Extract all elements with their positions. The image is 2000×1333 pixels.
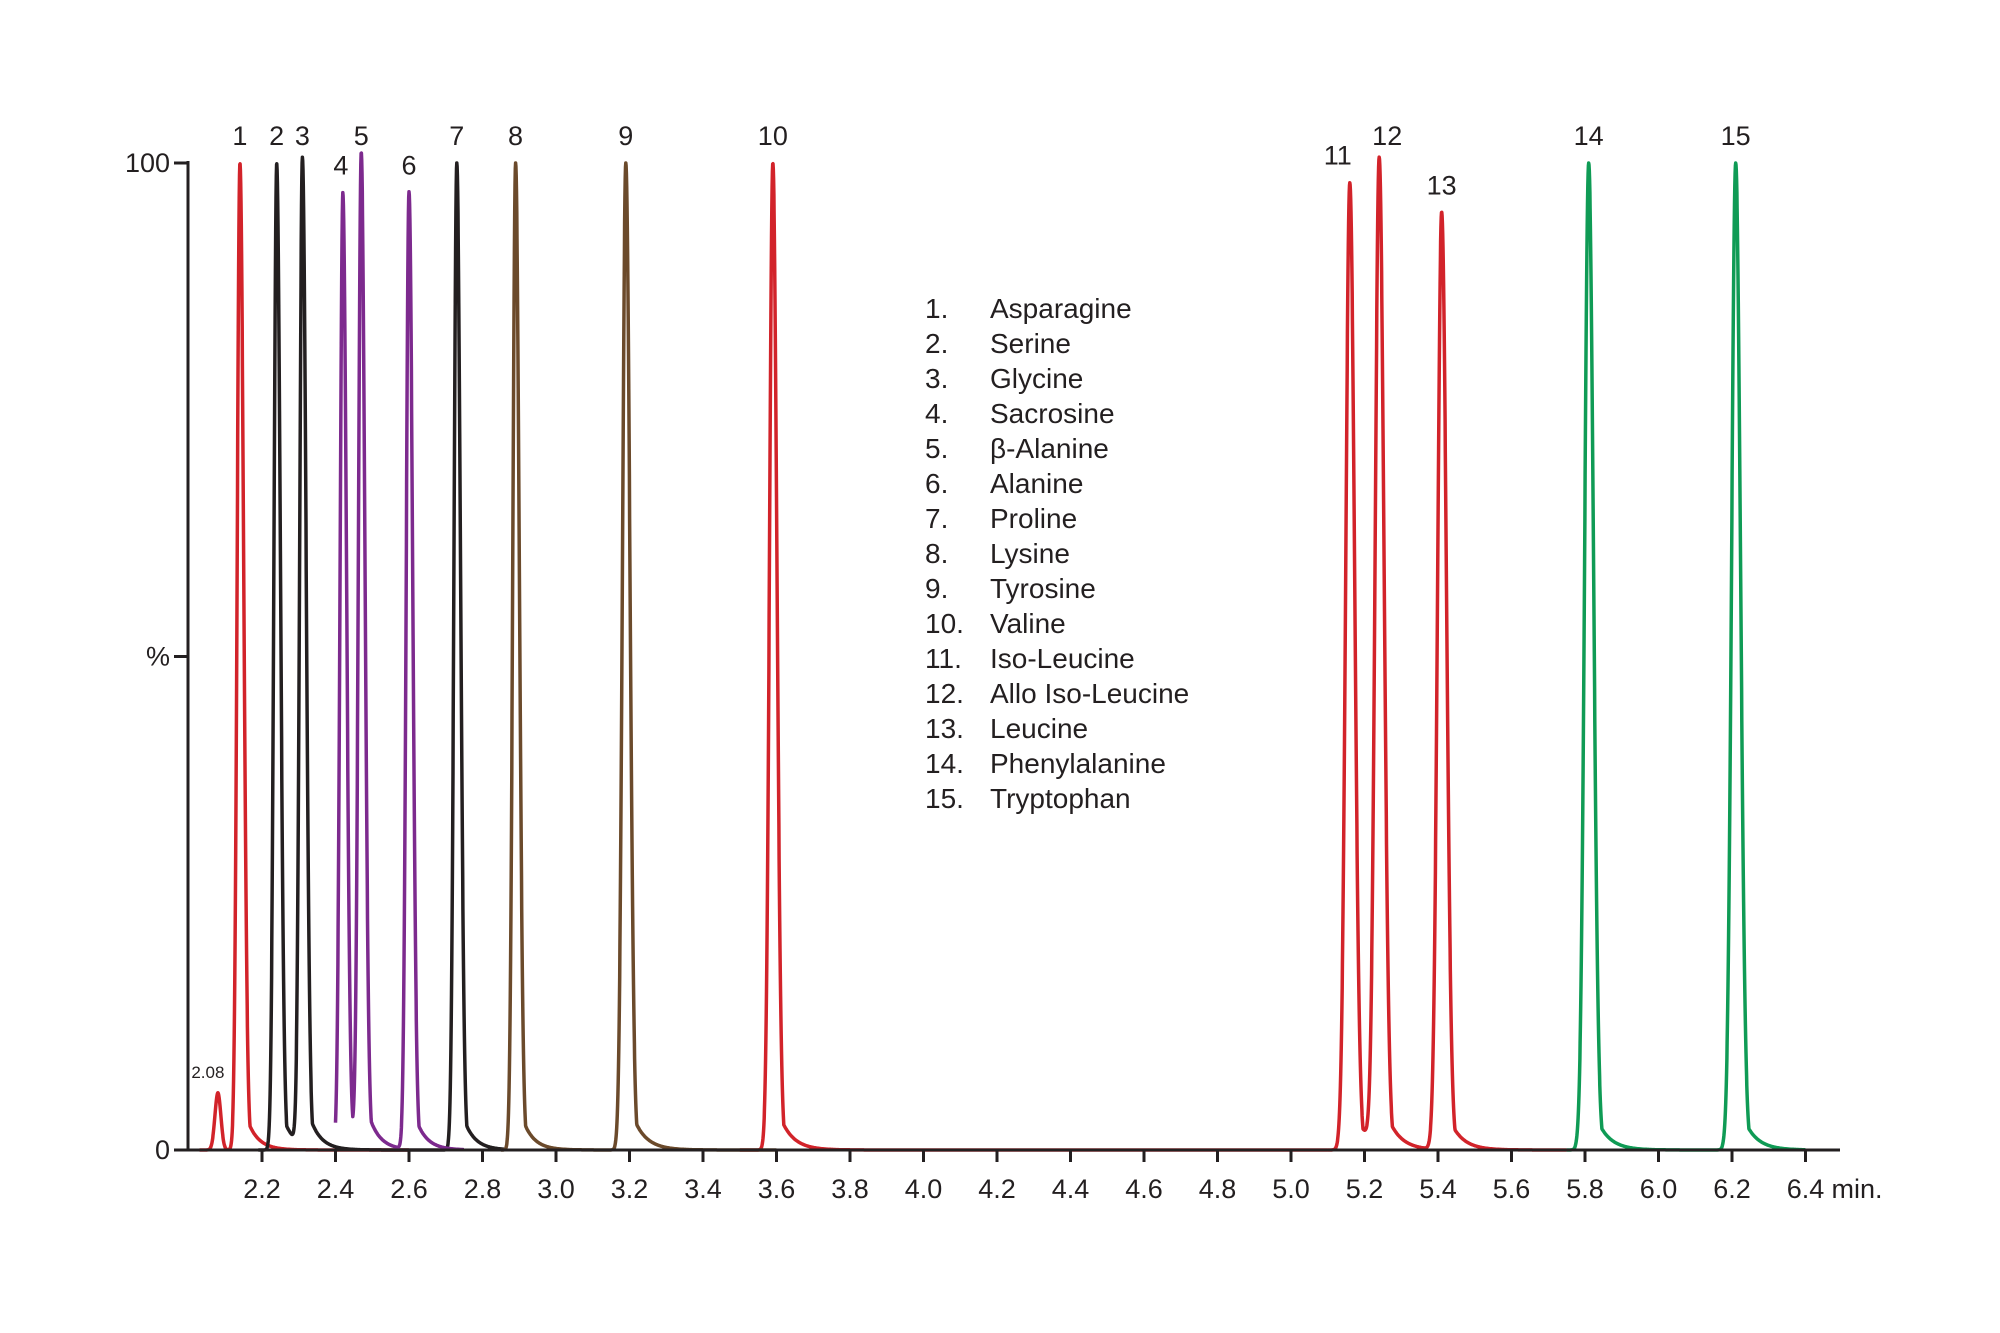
x-tick-label: 2.6 — [390, 1174, 428, 1204]
x-tick-label: 4.6 — [1125, 1174, 1163, 1204]
x-tick-label: 5.8 — [1566, 1174, 1604, 1204]
y-tick-label: 0 — [155, 1135, 170, 1165]
legend-number: 1. — [925, 293, 948, 324]
trace-peaks-11-12-13 — [1326, 155, 1568, 1152]
legend-number: 4. — [925, 398, 948, 429]
peak-label-2: 2 — [269, 121, 284, 151]
legend-number: 10. — [925, 608, 964, 639]
x-tick-label: 4.4 — [1052, 1174, 1090, 1204]
y-tick-label: 100 — [125, 148, 170, 178]
legend-compound-name: Asparagine — [990, 293, 1132, 324]
peak-label-3: 3 — [295, 121, 310, 151]
x-tick-label: 3.6 — [758, 1174, 796, 1204]
legend-number: 13. — [925, 713, 964, 744]
legend-compound-name: Valine — [990, 608, 1066, 639]
peak-label-9: 9 — [618, 121, 633, 151]
peak-label-5: 5 — [354, 121, 369, 151]
x-tick-label: 4.0 — [905, 1174, 943, 1204]
x-axis-ticks: 2.2 2.4 2.6 2.8 3.0 3.2 3.4 3.6 3.8 4.0 4.2 4.4 4.6 4… — [243, 1150, 1824, 1204]
peak-label-6: 6 — [401, 151, 416, 181]
legend-compound-name: Lysine — [990, 538, 1070, 569]
peak-label-10: 10 — [758, 121, 788, 151]
compound-legend: 1. Asparagine 2. Serine 3. Glycine 4. Sacrosine… — [925, 293, 1189, 814]
x-tick-label: 4.8 — [1199, 1174, 1237, 1204]
peak-label-14: 14 — [1574, 121, 1604, 151]
y-axis-ticks: 0% 100 — [125, 148, 188, 1165]
trace-peaks-14-15 — [1565, 161, 1807, 1152]
peak-label-15: 15 — [1721, 121, 1751, 151]
legend-number: 5. — [925, 433, 948, 464]
x-tick-label: 2.2 — [243, 1174, 281, 1204]
x-tick-label: 5.6 — [1493, 1174, 1531, 1204]
legend-compound-name: Leucine — [990, 713, 1088, 744]
x-tick-label: 3.4 — [684, 1174, 722, 1204]
x-axis-unit-label: min. — [1832, 1174, 1883, 1204]
x-tick-label: 4.2 — [978, 1174, 1016, 1204]
x-tick-label: 2.4 — [317, 1174, 355, 1204]
x-tick-label: 6.4 — [1787, 1174, 1825, 1204]
peak-label-11: 11 — [1324, 141, 1352, 171]
legend-number: 2. — [925, 328, 948, 359]
x-tick-label: 5.2 — [1346, 1174, 1384, 1204]
legend-number: 8. — [925, 538, 948, 569]
legend-number: 6. — [925, 468, 948, 499]
x-tick-label: 3.2 — [611, 1174, 649, 1204]
legend-compound-name: Allo Iso-Leucine — [990, 678, 1189, 709]
peak-label-4: 4 — [333, 151, 348, 181]
legend-number: 12. — [925, 678, 964, 709]
legend-compound-name: Serine — [990, 328, 1071, 359]
legend-number: 3. — [925, 363, 948, 394]
peak-label-12: 12 — [1372, 121, 1402, 151]
legend-number: 9. — [925, 573, 948, 604]
legend-compound-name: Tryptophan — [990, 783, 1131, 814]
legend-compound-name: Proline — [990, 503, 1077, 534]
x-tick-label: 3.0 — [537, 1174, 575, 1204]
legend-compound-name: Glycine — [990, 363, 1083, 394]
legend-compound-name: β-Alanine — [990, 433, 1109, 464]
x-tick-label: 5.4 — [1419, 1174, 1457, 1204]
trace-peaks-2-3-7 — [256, 155, 506, 1152]
peak-label-1: 1 — [232, 121, 247, 151]
legend-number: 7. — [925, 503, 948, 534]
legend-number: 11. — [925, 643, 962, 674]
legend-compound-name: Iso-Leucine — [990, 643, 1135, 674]
x-tick-label: 3.8 — [831, 1174, 869, 1204]
legend-compound-name: Sacrosine — [990, 398, 1115, 429]
trace-peaks-8-9 — [499, 161, 778, 1152]
peak-label-13: 13 — [1427, 170, 1457, 200]
x-tick-label: 6.2 — [1713, 1174, 1751, 1204]
trace-peaks-4-5-6 — [333, 151, 466, 1152]
peak-label-8: 8 — [508, 121, 523, 151]
x-tick-label: 5.0 — [1272, 1174, 1310, 1204]
legend-compound-name: Alanine — [990, 468, 1083, 499]
x-tick-label: 6.0 — [1640, 1174, 1678, 1204]
legend-number: 15. — [925, 783, 964, 814]
y-tick-label: % — [146, 642, 170, 672]
legend-compound-name: Tyrosine — [990, 573, 1096, 604]
peak-label-7: 7 — [449, 121, 464, 151]
legend-compound-name: Phenylalanine — [990, 748, 1166, 779]
x-tick-label: 2.8 — [464, 1174, 502, 1204]
minor-peak-label: 2.08 — [191, 1063, 224, 1082]
legend-number: 14. — [925, 748, 964, 779]
